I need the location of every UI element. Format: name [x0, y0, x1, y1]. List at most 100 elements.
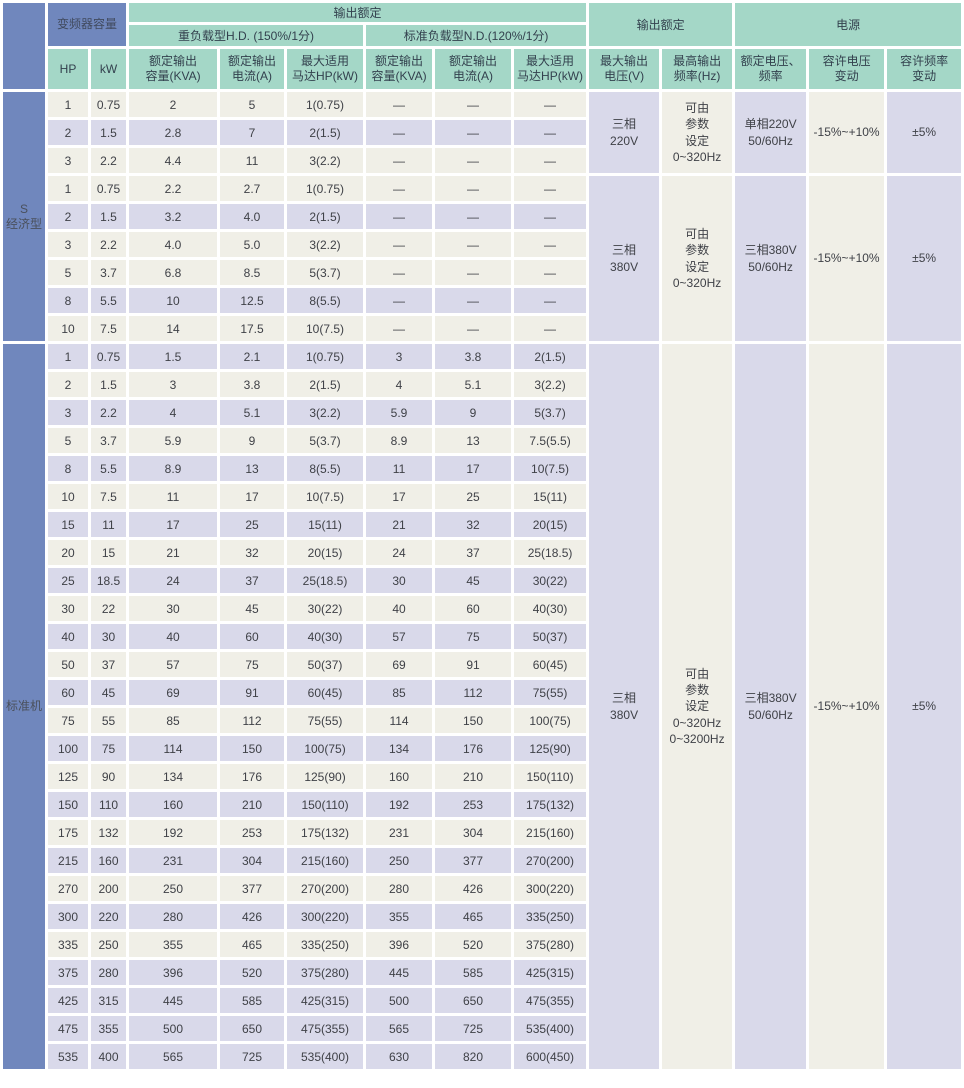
- data-cell: 565: [129, 1044, 218, 1069]
- data-cell: 75: [435, 624, 512, 649]
- table-row: 20 15 21 32 20(15) 24 37 25(18.5): [3, 540, 961, 565]
- data-cell: —: [514, 148, 587, 173]
- table-body: S 经济型 1 0.75 2 5 1(0.75) — — — 三相 220V 可由 参数 设定 0~…: [3, 92, 962, 1069]
- data-cell: 535: [48, 1044, 88, 1069]
- data-cell: 45: [435, 568, 512, 593]
- data-cell: 60: [48, 680, 88, 705]
- data-cell: 40: [129, 624, 218, 649]
- data-cell: 150: [435, 708, 512, 733]
- data-cell: 3: [48, 400, 88, 425]
- table-row: 375 280 396 520 375(280) 445 585 425(315): [3, 960, 961, 985]
- data-cell: 69: [366, 652, 433, 677]
- data-cell: 30(22): [287, 596, 364, 621]
- data-cell: 60: [435, 596, 512, 621]
- table-row: 475 355 500 650 475(355) 565 725 535(400): [3, 1016, 961, 1041]
- data-cell: 75: [91, 736, 127, 761]
- table-row: S 经济型 1 0.75 2 5 1(0.75) — — — 三相 220V 可由 参数 设定 0~…: [3, 92, 962, 341]
- table-row: 30 22 30 45 30(22) 40 60 40(30): [3, 596, 961, 621]
- data-cell: 15: [91, 540, 127, 565]
- data-cell: 90: [91, 764, 127, 789]
- table-row: 125 90 134 176 125(90) 160 210 150(110): [3, 764, 961, 789]
- data-cell: 535(400): [514, 1016, 587, 1041]
- data-cell: 10(7.5): [287, 484, 364, 509]
- data-cell: 8.5: [220, 260, 285, 285]
- max-voltage-header: 最大输出 电压(V): [589, 49, 660, 89]
- data-cell: 5.0: [220, 232, 285, 257]
- data-cell: 475: [48, 1016, 88, 1041]
- data-cell: 2: [48, 204, 88, 229]
- data-cell: 4.0: [220, 204, 285, 229]
- data-cell: 300(220): [287, 904, 364, 929]
- data-cell: 45: [220, 596, 285, 621]
- data-cell: 304: [435, 820, 512, 845]
- data-cell: 253: [435, 792, 512, 817]
- data-cell: 5.5: [91, 456, 127, 481]
- hd-rated-current-header: 额定输出 电流(A): [220, 49, 285, 89]
- data-cell: 2(1.5): [287, 120, 364, 145]
- data-cell: 355: [366, 904, 433, 929]
- data-cell: 335(250): [287, 932, 364, 957]
- data-cell: 315: [91, 988, 127, 1013]
- data-cell: 175(132): [287, 820, 364, 845]
- data-cell: 8.9: [366, 428, 433, 453]
- data-cell: 5: [220, 92, 285, 117]
- data-cell: 2: [129, 92, 218, 117]
- data-cell: —: [514, 232, 587, 257]
- table-row: 215 160 231 304 215(160) 250 377 270(200): [3, 848, 961, 873]
- data-cell: —: [435, 120, 512, 145]
- data-cell: 11: [129, 484, 218, 509]
- voltage-tolerance-cell: -15%~+10%: [809, 176, 885, 341]
- data-cell: 2.2: [91, 400, 127, 425]
- data-cell: 2.2: [129, 176, 218, 201]
- data-cell: 60: [220, 624, 285, 649]
- data-cell: 300(220): [514, 876, 587, 901]
- data-cell: 375(280): [287, 960, 364, 985]
- data-cell: 280: [366, 876, 433, 901]
- data-cell: 134: [366, 736, 433, 761]
- table-row: 标准机 1 0.75 1.5 2.1 1(0.75) 3 3.8 2(1.5) 三相 380V 可由…: [3, 344, 962, 1069]
- data-cell: 13: [435, 428, 512, 453]
- data-cell: 20(15): [514, 512, 587, 537]
- data-cell: 91: [220, 680, 285, 705]
- data-cell: 445: [366, 960, 433, 985]
- data-cell: 820: [435, 1044, 512, 1069]
- data-cell: 112: [435, 680, 512, 705]
- nd-max-motor-header: 最大适用 马达HP(kW): [514, 49, 587, 89]
- data-cell: 355: [129, 932, 218, 957]
- data-cell: 60(45): [514, 652, 587, 677]
- data-cell: 8: [48, 456, 88, 481]
- data-cell: 160: [366, 764, 433, 789]
- data-cell: 200: [91, 876, 127, 901]
- data-cell: 1(0.75): [287, 344, 364, 369]
- data-cell: —: [514, 260, 587, 285]
- data-cell: 2.1: [220, 344, 285, 369]
- data-cell: 50(37): [514, 624, 587, 649]
- data-cell: 5(3.7): [287, 428, 364, 453]
- data-cell: 110: [91, 792, 127, 817]
- data-cell: 8(5.5): [287, 456, 364, 481]
- data-cell: 60(45): [287, 680, 364, 705]
- data-cell: 215(160): [514, 820, 587, 845]
- data-cell: 1(0.75): [287, 176, 364, 201]
- data-cell: 125(90): [287, 764, 364, 789]
- data-cell: 40: [48, 624, 88, 649]
- data-cell: 3.2: [129, 204, 218, 229]
- table-row: 2 1.5 2.8 7 2(1.5) — — —: [3, 120, 961, 145]
- data-cell: —: [366, 316, 433, 341]
- data-cell: 5.5: [91, 288, 127, 313]
- data-cell: 37: [220, 568, 285, 593]
- data-cell: —: [366, 176, 433, 201]
- hd-rated-capacity-header: 额定输出 容量(KVA): [129, 49, 218, 89]
- data-cell: 176: [435, 736, 512, 761]
- data-cell: 50: [48, 652, 88, 677]
- data-cell: 11: [220, 148, 285, 173]
- data-cell: 2.2: [91, 232, 127, 257]
- data-cell: 396: [129, 960, 218, 985]
- data-cell: 5.1: [220, 400, 285, 425]
- data-cell: 5: [48, 260, 88, 285]
- data-cell: —: [435, 232, 512, 257]
- data-cell: 5.9: [366, 400, 433, 425]
- data-cell: 304: [220, 848, 285, 873]
- data-cell: 1.5: [91, 204, 127, 229]
- table-row: 335 250 355 465 335(250) 396 520 375(280): [3, 932, 961, 957]
